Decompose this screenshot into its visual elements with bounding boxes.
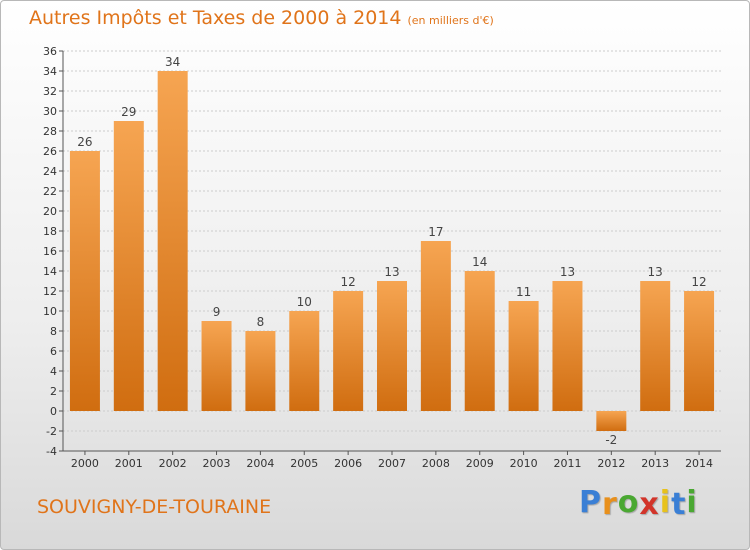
bar-2008 xyxy=(420,241,451,411)
data-label-2003: 9 xyxy=(213,305,221,319)
data-labels: 26 29 34 9 8 10 12 13 17 14 11 13 -2 13 12 xyxy=(77,55,706,447)
data-label-2013: 13 xyxy=(648,265,663,279)
data-label-2006: 12 xyxy=(340,275,355,289)
data-label-2000: 26 xyxy=(77,135,92,149)
y-tick-label: 14 xyxy=(43,265,57,278)
chart-title: Autres Impôts et Taxes de 2000 à 2014 (en… xyxy=(29,7,494,29)
bar-2006 xyxy=(333,291,364,411)
bar-2000 xyxy=(69,151,100,411)
logo-letter: x xyxy=(639,487,660,522)
y-tick-label: 12 xyxy=(43,285,57,298)
y-tick-label: -4 xyxy=(46,445,57,458)
y-tick-label: 36 xyxy=(43,45,57,58)
logo-letter: i xyxy=(686,485,698,520)
x-tick-label: 2007 xyxy=(378,457,406,470)
y-tick-label: 16 xyxy=(43,245,57,258)
bar-2001 xyxy=(113,121,144,411)
bar-2002 xyxy=(157,71,188,411)
bar-2003 xyxy=(201,321,232,411)
data-label-2004: 8 xyxy=(257,315,265,329)
y-tick-label: 22 xyxy=(43,185,57,198)
bar-2012 xyxy=(596,411,627,431)
data-label-2010: 11 xyxy=(516,285,531,299)
data-label-2011: 13 xyxy=(560,265,575,279)
y-tick-label: 20 xyxy=(43,205,57,218)
bar-2009 xyxy=(464,271,495,411)
bar-2011 xyxy=(552,281,583,411)
x-tick-label: 2009 xyxy=(466,457,494,470)
data-label-2008: 17 xyxy=(428,225,443,239)
x-tick-label: 2010 xyxy=(510,457,538,470)
bars xyxy=(69,71,715,431)
x-tick-label: 2002 xyxy=(159,457,187,470)
y-tick-label: 18 xyxy=(43,225,57,238)
x-tick-label: 2004 xyxy=(246,457,274,470)
chart-unit: (en milliers d'€) xyxy=(407,14,494,27)
bar-2004 xyxy=(245,331,276,411)
bar-2014 xyxy=(684,291,715,411)
x-tick-label: 2005 xyxy=(290,457,318,470)
data-label-2005: 10 xyxy=(297,295,312,309)
x-tick-label: 2012 xyxy=(597,457,625,470)
y-tick-label: 0 xyxy=(50,405,57,418)
y-tick-label: 8 xyxy=(50,325,57,338)
x-tick-label: 2014 xyxy=(685,457,713,470)
y-tick-label: 28 xyxy=(43,125,57,138)
x-tick-label: 2006 xyxy=(334,457,362,470)
bar-2005 xyxy=(289,311,320,411)
data-label-2002: 34 xyxy=(165,55,180,69)
city-name: SOUVIGNY-DE-TOURAINE xyxy=(37,496,272,518)
y-tick-label: 24 xyxy=(43,165,57,178)
x-tick-label: 2000 xyxy=(71,457,99,470)
logo-letter: t xyxy=(671,487,687,522)
y-tick-label: 34 xyxy=(43,65,57,78)
y-tick-label: 6 xyxy=(50,345,57,358)
y-tick-label: 4 xyxy=(50,365,57,378)
y-tick-label: 32 xyxy=(43,85,57,98)
x-axis: 2000 2001 2002 2003 2004 2005 2006 2007 2008 2009… xyxy=(63,450,721,470)
y-tick-label: -2 xyxy=(46,425,57,438)
proxiti-logo: Proxiti xyxy=(579,485,698,522)
bar-2007 xyxy=(377,281,407,411)
y-tick-label: 26 xyxy=(43,145,57,158)
x-tick-label: 2001 xyxy=(115,457,143,470)
logo-letter: i xyxy=(659,485,672,520)
bar-2010 xyxy=(508,301,539,411)
data-label-2012: -2 xyxy=(605,433,617,447)
data-label-2014: 12 xyxy=(691,275,706,289)
y-tick-label: 2 xyxy=(50,385,57,398)
data-label-2009: 14 xyxy=(472,255,487,269)
bar-2013 xyxy=(640,281,671,411)
logo-letter: o xyxy=(617,485,640,520)
logo-letter: P xyxy=(579,485,602,520)
y-tick-label: 30 xyxy=(43,105,57,118)
x-tick-label: 2011 xyxy=(553,457,581,470)
logo-letter: r xyxy=(602,487,618,522)
y-tick-label: 10 xyxy=(43,305,57,318)
x-tick-label: 2013 xyxy=(641,457,669,470)
chart-title-text: Autres Impôts et Taxes de 2000 à 2014 xyxy=(29,7,402,29)
data-label-2007: 13 xyxy=(384,265,399,279)
data-label-2001: 29 xyxy=(121,105,136,119)
x-tick-label: 2003 xyxy=(203,457,231,470)
x-tick-label: 2008 xyxy=(422,457,450,470)
